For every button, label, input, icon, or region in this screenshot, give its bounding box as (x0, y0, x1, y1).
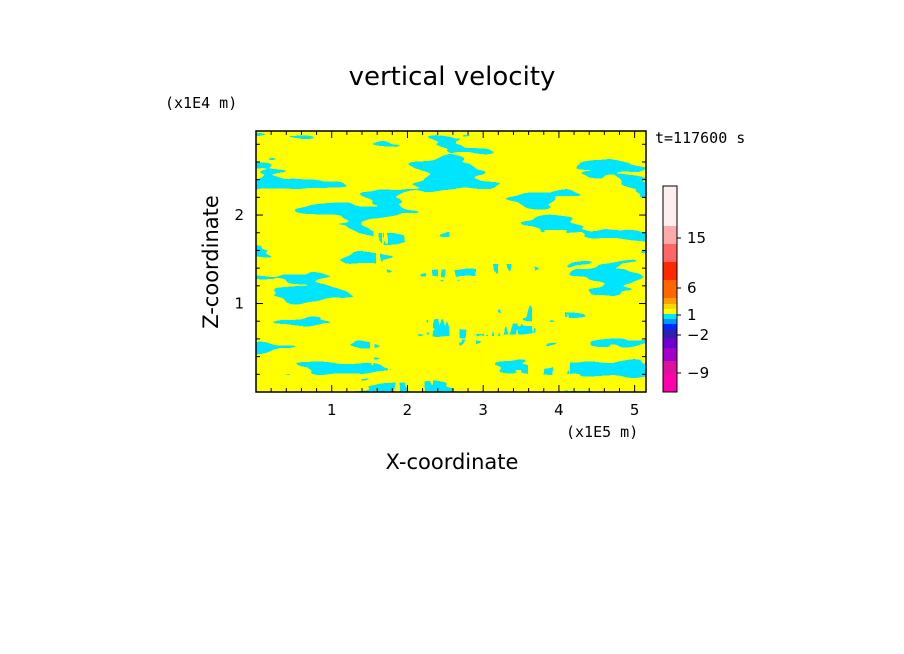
y-axis-label: Z-coordinate (199, 195, 223, 329)
y-scale-label: (x1E4 m) (165, 94, 237, 112)
colorbar-tick-label: 15 (687, 229, 706, 247)
colorbar-swatch (663, 314, 677, 319)
colorbar: 15 6 1 −2 −9 (662, 185, 709, 393)
colorbar-swatch (663, 309, 677, 314)
x-axis-label: X-coordinate (386, 450, 519, 474)
colorbar-tick-label: 6 (687, 279, 697, 297)
x-scale-label: (x1E5 m) (566, 423, 638, 441)
colorbar-swatch (663, 361, 677, 374)
colorbar-swatch (663, 338, 677, 348)
plot-frame (255, 130, 647, 393)
chart-title: vertical velocity (349, 62, 556, 92)
colorbar-swatch (663, 304, 677, 309)
colorbar-swatch (663, 226, 677, 244)
colorbar-swatch (663, 319, 677, 324)
colorbar-swatch (663, 280, 677, 298)
velocity-field (256, 131, 646, 392)
colorbar-swatch (663, 330, 677, 338)
x-axis-ticks: 1 2 3 4 5 (270, 131, 640, 419)
colorbar-swatch (663, 262, 677, 280)
colorbar-frame (662, 185, 678, 393)
colorbar-swatch (663, 324, 677, 330)
y-tick-label: 2 (234, 206, 244, 224)
colorbar-swatch (663, 298, 677, 304)
time-label: t=117600 s (655, 129, 745, 147)
colorbar-swatch (663, 186, 677, 226)
colorbar-swatch (663, 374, 677, 392)
colorbar-tick-label: 1 (687, 306, 697, 324)
y-tick-label: 1 (234, 295, 244, 313)
colorbar-tick-label: −2 (687, 326, 709, 344)
x-tick-label: 5 (630, 401, 640, 419)
colorbar-swatch (663, 244, 677, 262)
y-axis-ticks: 12 (234, 143, 646, 375)
x-tick-label: 3 (478, 401, 488, 419)
colorbar-swatch (663, 348, 677, 361)
x-tick-label: 4 (554, 401, 564, 419)
x-tick-label: 1 (327, 401, 337, 419)
x-tick-label: 2 (403, 401, 413, 419)
colorbar-tick-label: −9 (687, 364, 709, 382)
positive-region-updrafts (370, 230, 570, 392)
